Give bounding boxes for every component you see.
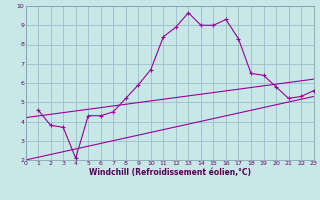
X-axis label: Windchill (Refroidissement éolien,°C): Windchill (Refroidissement éolien,°C) [89,168,251,177]
